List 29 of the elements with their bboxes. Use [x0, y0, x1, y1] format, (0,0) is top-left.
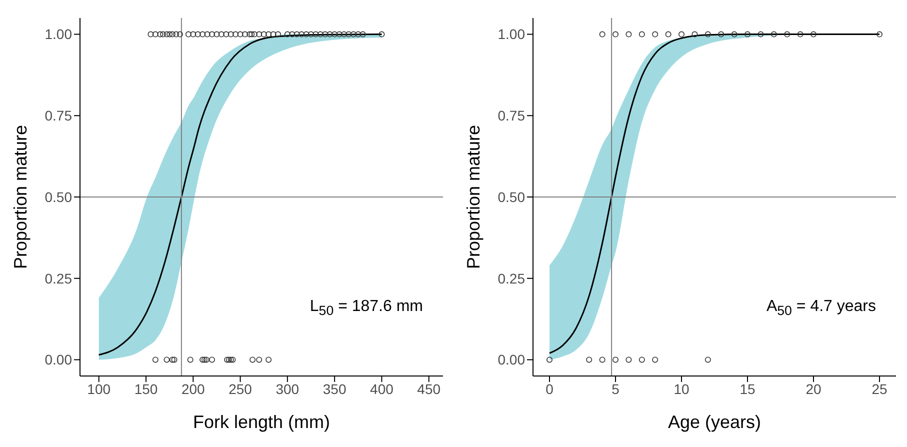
x-tick-label: 15 — [740, 380, 756, 397]
y-axis-title: Proportion mature — [10, 124, 30, 270]
x-axis-title: Age (years) — [668, 412, 762, 432]
x-tick-label: 400 — [370, 380, 394, 397]
annotation: L$_{50}$ = 187.6 mm — [310, 298, 423, 318]
x-tick-label: 250 — [228, 380, 252, 397]
x-tick-label: 150 — [134, 380, 158, 397]
x-tick-label: 200 — [181, 380, 206, 397]
x-tick-label: 100 — [87, 380, 111, 397]
y-tick-label: 1.00 — [44, 26, 72, 42]
x-tick-label: 25 — [872, 380, 888, 397]
x-tick-label: 350 — [322, 380, 346, 397]
y-tick-label: 0.00 — [44, 352, 72, 368]
x-tick-label: 450 — [417, 380, 441, 397]
x-axis-title: Fork length (mm) — [192, 412, 330, 432]
x-tick-label: 300 — [276, 380, 300, 397]
y-tick-label: 0.25 — [498, 270, 526, 286]
x-tick-label: 0 — [546, 380, 554, 397]
x-tick-label: 20 — [806, 380, 822, 397]
y-axis-title: Proportion mature — [463, 124, 484, 270]
y-tick-label: 0.00 — [498, 352, 526, 368]
y-tick-label: 0.75 — [44, 108, 72, 124]
y-tick-label: 0.50 — [498, 188, 526, 205]
y-tick-label: 0.75 — [498, 108, 526, 124]
y-tick-label: 0.50 — [44, 188, 72, 205]
x-tick-label: 5 — [612, 380, 620, 397]
y-tick-label: 0.25 — [44, 270, 72, 286]
y-tick-label: 1.00 — [498, 26, 526, 42]
x-tick-label: 10 — [674, 380, 690, 397]
